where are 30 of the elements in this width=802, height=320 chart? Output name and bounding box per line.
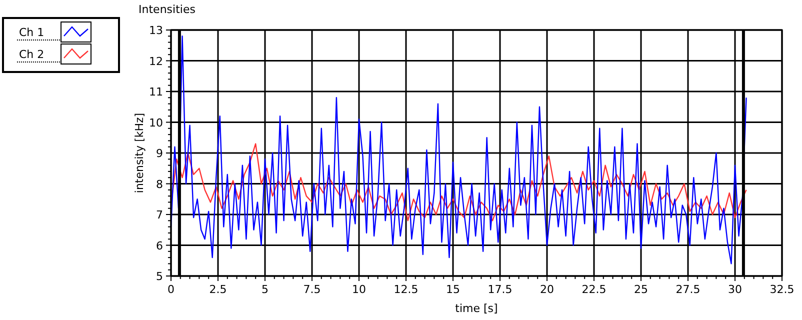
y-tick-label: 5 [156, 270, 163, 283]
x-tick-label: 12.5 [394, 283, 418, 296]
x-axis-title: time [s] [455, 302, 498, 315]
x-tick-label: 0 [168, 283, 174, 296]
y-axis-title: intensity [kHz] [133, 112, 146, 194]
y-tick-label: 6 [156, 239, 163, 252]
line-series [170, 36, 747, 264]
x-tick-label: 5 [262, 283, 268, 296]
legend-label: Ch 2 [19, 48, 44, 61]
legend-label: Ch 1 [19, 26, 44, 39]
y-tick-label: 7 [156, 208, 163, 222]
x-tick-label: 22.5 [582, 283, 606, 296]
x-tick-label: 2.5 [209, 283, 227, 296]
x-tick-label: 15 [446, 283, 460, 296]
x-tick-label: 27.5 [676, 283, 700, 296]
x-tick-label: 20 [540, 283, 554, 296]
x-tick-label: 10 [352, 283, 366, 296]
y-tick-label: 11 [149, 86, 163, 98]
x-tick-label: 7.5 [303, 283, 321, 296]
chart-title: Intensities [138, 3, 196, 16]
y-tick-label: 10 [149, 116, 163, 130]
x-tick-label: 25 [634, 283, 648, 296]
y-tick-label: 13 [149, 24, 163, 37]
x-tick-label: 30 [728, 283, 742, 296]
x-tick-label: 17.5 [488, 283, 512, 296]
y-tick-label: 8 [156, 178, 163, 191]
y-tick-label: 12 [149, 54, 163, 68]
y-tick-label: 9 [156, 147, 163, 160]
line-series [170, 143, 747, 222]
x-tick-label: 32.5 [770, 283, 794, 296]
